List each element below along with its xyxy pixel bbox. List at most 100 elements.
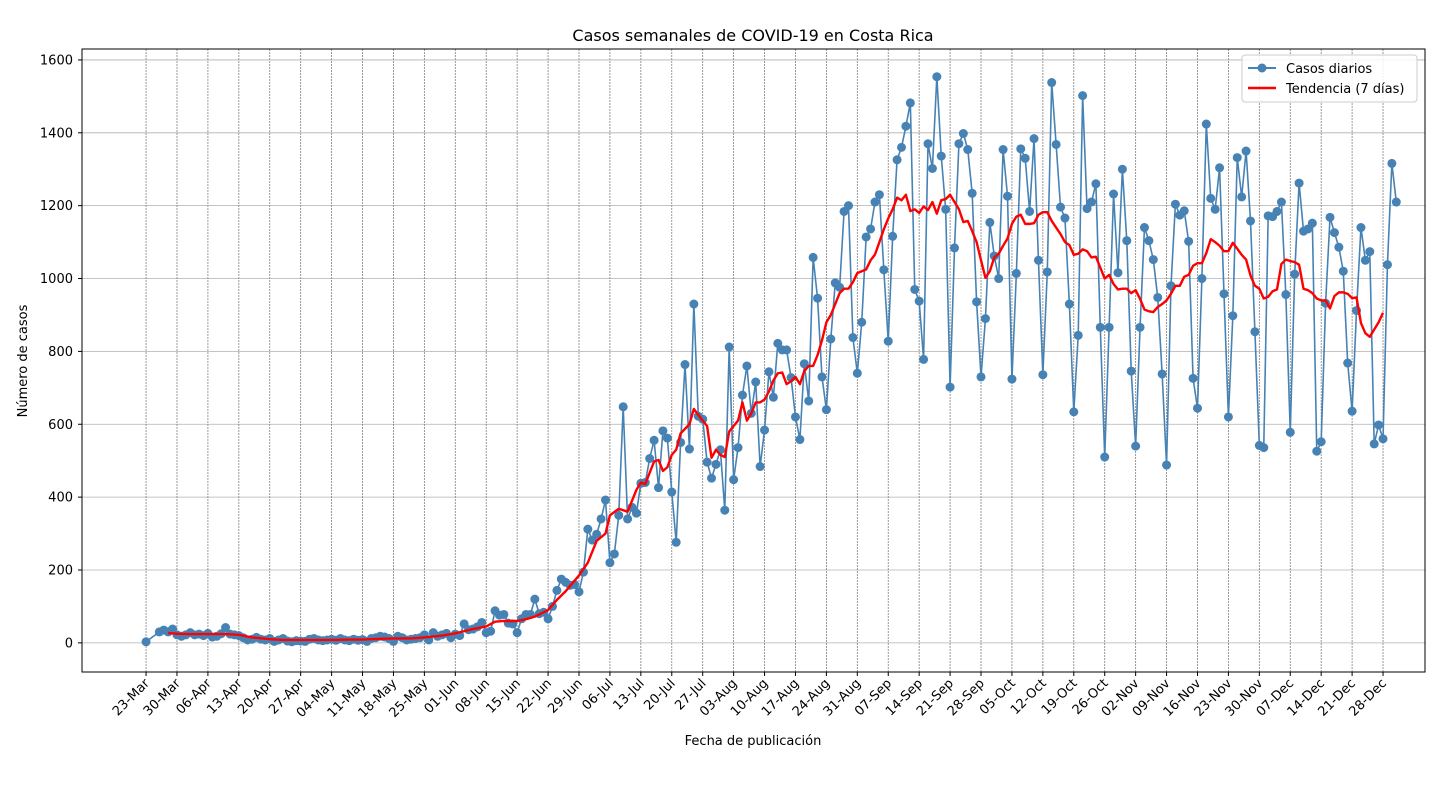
daily-cases-point <box>1091 179 1101 189</box>
daily-cases-point <box>1157 369 1167 379</box>
daily-cases-point <box>1126 366 1136 376</box>
daily-cases-point <box>874 190 884 200</box>
daily-cases-point <box>707 473 717 483</box>
daily-cases-point <box>724 342 734 352</box>
daily-cases-point <box>742 361 752 371</box>
x-axis-label: Fecha de publicación <box>685 734 822 749</box>
daily-cases-point <box>1056 202 1066 212</box>
daily-cases-point <box>883 336 893 346</box>
daily-cases-point <box>755 462 765 472</box>
daily-cases-point <box>852 368 862 378</box>
daily-cases-point <box>764 367 774 377</box>
daily-cases-point <box>980 314 990 324</box>
daily-cases-point <box>654 483 664 493</box>
daily-cases-point <box>221 623 231 633</box>
y-tick-label: 1200 <box>40 199 73 214</box>
daily-cases-point <box>486 626 496 636</box>
daily-cases-point <box>1148 255 1158 265</box>
daily-cases-point <box>821 405 831 415</box>
daily-cases-point <box>1259 443 1269 453</box>
daily-cases-point <box>1391 197 1401 207</box>
daily-cases-point <box>1374 420 1384 430</box>
daily-cases-point <box>530 594 540 604</box>
daily-cases-point <box>976 372 986 382</box>
daily-cases-point <box>623 514 633 524</box>
daily-cases-point <box>609 549 619 559</box>
daily-cases-point <box>1011 268 1021 278</box>
daily-cases-point <box>861 232 871 242</box>
daily-cases-point <box>799 359 809 369</box>
daily-cases-point <box>1025 206 1035 216</box>
daily-cases-point <box>1356 223 1366 233</box>
y-tick-label: 200 <box>48 563 73 578</box>
daily-cases-point <box>1184 236 1194 246</box>
daily-cases-point <box>711 459 721 469</box>
daily-cases-point <box>671 537 681 547</box>
daily-cases-point <box>1285 427 1295 437</box>
daily-cases-point <box>773 338 783 348</box>
daily-cases-point <box>897 142 906 152</box>
daily-cases-point <box>1232 153 1242 163</box>
daily-cases-point <box>702 457 712 467</box>
y-axis-label: Número de casos <box>16 304 31 417</box>
legend-box <box>1241 54 1418 103</box>
daily-cases-point <box>1113 268 1123 278</box>
legend-label-daily: Casos diarios <box>1286 62 1372 77</box>
daily-cases-point <box>826 334 836 344</box>
daily-cases-point <box>1051 139 1061 149</box>
daily-cases-point <box>1272 206 1282 216</box>
y-tick-label: 800 <box>48 345 73 360</box>
daily-cases-point <box>848 333 858 343</box>
daily-cases-point <box>1188 373 1198 383</box>
daily-cases-point <box>1387 158 1397 168</box>
daily-cases-point <box>605 558 615 568</box>
daily-cases-point <box>1073 330 1083 340</box>
daily-cases-point <box>843 201 853 211</box>
daily-cases-point <box>684 444 694 454</box>
daily-cases-point <box>601 495 610 505</box>
daily-cases-point <box>1360 255 1370 265</box>
daily-cases-point <box>768 392 778 402</box>
daily-cases-point <box>1139 223 1149 233</box>
daily-cases-point <box>1003 191 1013 201</box>
daily-cases-point <box>1347 406 1357 416</box>
daily-cases-point <box>808 252 818 262</box>
y-tick-label: 0 <box>65 636 73 651</box>
daily-cases-point <box>733 443 743 453</box>
daily-cases-point <box>592 529 602 539</box>
daily-cases-point <box>972 297 982 307</box>
daily-cases-point <box>1117 164 1127 174</box>
daily-cases-point <box>1170 199 1180 209</box>
daily-cases-point <box>1206 193 1216 203</box>
y-tick-label: 1400 <box>40 126 73 141</box>
daily-cases-point <box>1241 146 1251 156</box>
daily-cases-point <box>737 390 747 400</box>
daily-cases-point <box>927 164 937 173</box>
daily-cases-point <box>1307 218 1317 228</box>
daily-cases-point <box>1095 322 1105 332</box>
daily-cases-point <box>618 402 628 412</box>
daily-cases-point <box>1378 434 1388 444</box>
y-tick-label: 1000 <box>40 272 73 287</box>
daily-cases-point <box>1033 255 1043 265</box>
legend-label-trend: Tendencia (7 días) <box>1285 82 1404 97</box>
daily-cases-point <box>1020 153 1030 163</box>
daily-cases-point <box>631 508 641 518</box>
daily-cases-point <box>958 129 968 139</box>
plot-frame <box>81 48 1426 673</box>
daily-cases-point <box>857 317 867 327</box>
daily-cases-point <box>649 435 659 445</box>
daily-cases-point <box>1334 242 1344 252</box>
daily-cases-point <box>760 425 770 435</box>
daily-cases-point <box>1223 412 1233 422</box>
daily-cases-point <box>879 265 889 275</box>
daily-cases-point <box>1060 213 1070 223</box>
daily-cases-point <box>1135 322 1145 332</box>
daily-cases-point <box>1329 228 1339 238</box>
daily-cases-point <box>512 628 522 638</box>
daily-cases-point <box>1162 460 1172 470</box>
daily-cases-point <box>1086 197 1096 207</box>
daily-cases-point <box>998 145 1008 155</box>
